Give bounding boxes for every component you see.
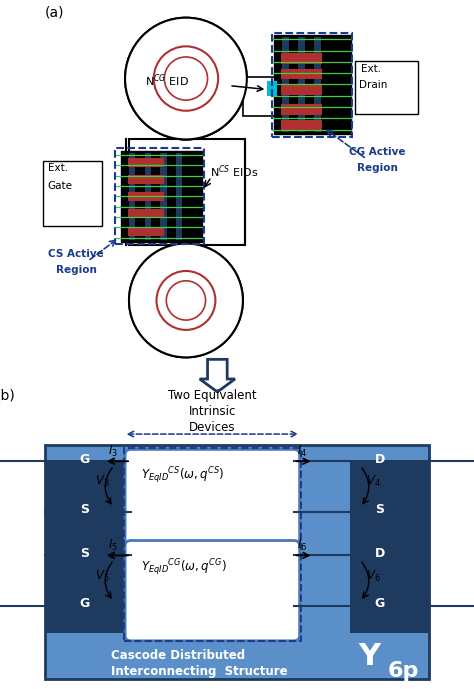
Bar bbox=[128, 227, 164, 236]
Bar bbox=[145, 153, 151, 240]
Text: N$^{CS}$ EIDs: N$^{CS}$ EIDs bbox=[210, 163, 258, 180]
FancyBboxPatch shape bbox=[125, 449, 300, 550]
Text: Gate: Gate bbox=[48, 181, 73, 191]
Bar bbox=[45, 460, 124, 633]
Bar bbox=[282, 37, 289, 132]
Circle shape bbox=[125, 18, 247, 139]
Text: Ext.: Ext. bbox=[361, 64, 381, 74]
Bar bbox=[129, 153, 135, 240]
Bar bbox=[131, 141, 243, 243]
Bar bbox=[243, 76, 276, 116]
Text: S: S bbox=[80, 503, 89, 516]
Bar bbox=[281, 85, 322, 95]
Polygon shape bbox=[129, 139, 245, 245]
Text: $V_6$: $V_6$ bbox=[366, 568, 381, 584]
Bar bbox=[281, 69, 322, 79]
Text: CG Active: CG Active bbox=[349, 147, 405, 157]
Circle shape bbox=[125, 18, 247, 139]
Text: Ext.: Ext. bbox=[48, 163, 68, 173]
Text: Interconnecting  Structure: Interconnecting Structure bbox=[111, 665, 288, 678]
Bar bbox=[121, 151, 201, 242]
Text: Intrinsic: Intrinsic bbox=[189, 405, 236, 418]
Text: CS Active: CS Active bbox=[48, 249, 104, 259]
Text: $I_4$: $I_4$ bbox=[297, 444, 307, 459]
Text: G: G bbox=[79, 597, 89, 610]
Bar bbox=[298, 37, 305, 132]
Bar bbox=[128, 158, 164, 167]
FancyBboxPatch shape bbox=[45, 445, 429, 679]
Circle shape bbox=[129, 243, 243, 358]
Bar bbox=[350, 460, 429, 633]
Bar bbox=[128, 209, 164, 218]
Bar bbox=[272, 32, 352, 136]
Text: G: G bbox=[375, 597, 385, 610]
FancyBboxPatch shape bbox=[125, 540, 300, 641]
Bar bbox=[124, 448, 301, 641]
Text: Region: Region bbox=[56, 265, 97, 275]
Bar bbox=[281, 120, 322, 130]
Bar bbox=[139, 198, 167, 234]
Text: (a): (a) bbox=[45, 6, 64, 20]
Bar bbox=[281, 105, 322, 114]
Text: Region: Region bbox=[357, 163, 398, 173]
Bar bbox=[274, 35, 351, 134]
Text: $Y_{EqID}{}^{CG}(\omega,q^{CG})$: $Y_{EqID}{}^{CG}(\omega,q^{CG})$ bbox=[141, 557, 227, 577]
Bar bbox=[281, 54, 322, 63]
Circle shape bbox=[129, 243, 243, 358]
Text: D: D bbox=[375, 453, 385, 466]
Text: 6p: 6p bbox=[387, 661, 419, 681]
Text: $Y_{EqID}{}^{CS}(\omega,q^{CS})$: $Y_{EqID}{}^{CS}(\omega,q^{CS})$ bbox=[141, 465, 224, 486]
Text: Devices: Devices bbox=[189, 421, 236, 434]
Bar bbox=[43, 161, 101, 226]
Text: S: S bbox=[80, 547, 89, 559]
Text: $I_6$: $I_6$ bbox=[297, 538, 307, 553]
Text: $\mathbf{Y}$: $\mathbf{Y}$ bbox=[358, 642, 383, 671]
Text: Cascode Distributed: Cascode Distributed bbox=[111, 649, 246, 662]
Text: $V_5$: $V_5$ bbox=[95, 568, 109, 584]
Bar bbox=[314, 37, 320, 132]
Text: $V_4$: $V_4$ bbox=[366, 474, 381, 489]
Bar bbox=[128, 175, 164, 184]
Text: (b): (b) bbox=[0, 389, 15, 403]
Text: G: G bbox=[79, 453, 89, 466]
Text: S: S bbox=[375, 503, 384, 516]
Text: $V_3$: $V_3$ bbox=[95, 474, 109, 489]
Bar bbox=[160, 153, 167, 240]
Text: N$^{CG}$ EID: N$^{CG}$ EID bbox=[145, 72, 189, 89]
Text: $I_5$: $I_5$ bbox=[108, 538, 118, 553]
Text: Two Equivalent: Two Equivalent bbox=[168, 389, 256, 402]
Text: Drain: Drain bbox=[359, 81, 387, 90]
Bar bbox=[355, 61, 418, 114]
Bar bbox=[128, 192, 164, 201]
Polygon shape bbox=[200, 360, 235, 392]
Text: $I_3$: $I_3$ bbox=[108, 444, 118, 459]
Text: D: D bbox=[375, 547, 385, 559]
Bar bbox=[115, 148, 204, 245]
Bar bbox=[176, 153, 182, 240]
Bar bbox=[267, 81, 277, 96]
